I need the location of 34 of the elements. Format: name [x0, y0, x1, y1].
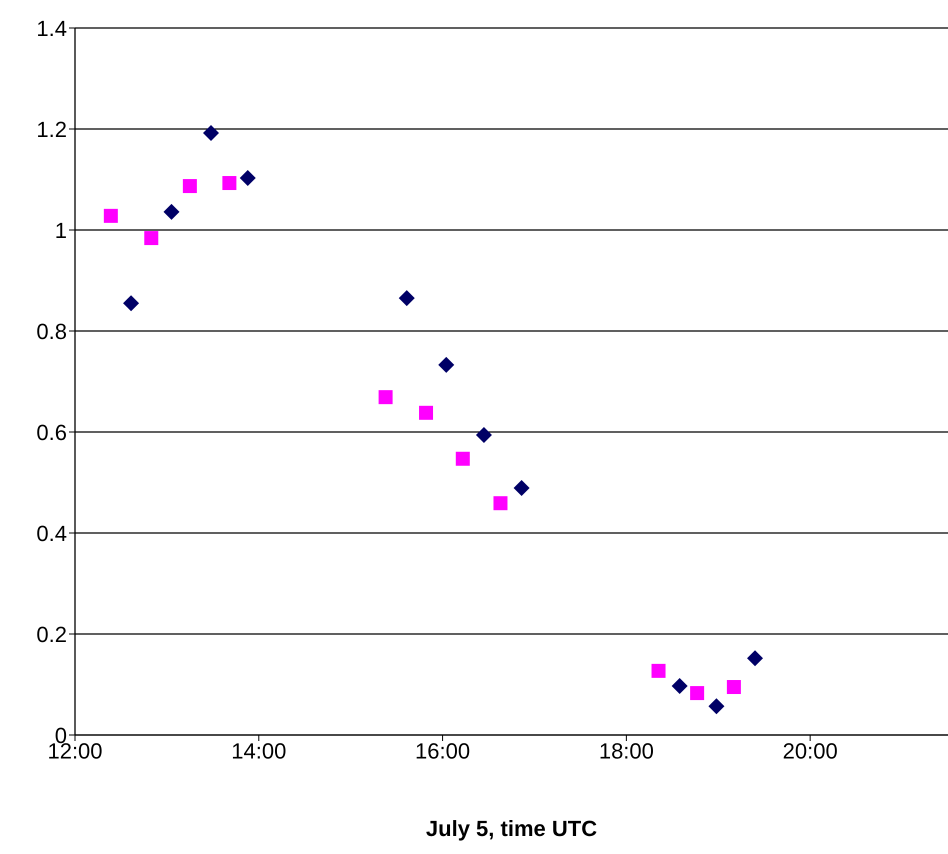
point: [182, 179, 197, 194]
point: [690, 686, 704, 700]
point: [726, 680, 741, 694]
point: [652, 664, 666, 678]
point: [438, 356, 454, 373]
y-tick-label: 0.2: [36, 622, 67, 647]
y-tick-label: 0.6: [36, 420, 67, 445]
y-tick-label: 1: [54, 218, 67, 243]
y-tick-label: 1.2: [36, 116, 67, 142]
point: [222, 176, 236, 190]
point: [672, 678, 688, 694]
point: [493, 496, 508, 510]
y-tick-label: 1.4: [36, 16, 67, 41]
x-tick-label: 14:00: [231, 738, 286, 764]
point: [378, 390, 393, 404]
point: [456, 452, 470, 466]
point: [747, 650, 764, 666]
point: [419, 406, 434, 420]
point: [123, 295, 140, 312]
point: [514, 480, 530, 496]
point: [398, 290, 415, 306]
point: [240, 170, 256, 186]
point: [144, 231, 158, 246]
point: [708, 698, 724, 714]
point: [163, 204, 180, 220]
point: [203, 125, 220, 142]
y-tick-label: 0.8: [36, 318, 67, 344]
point: [104, 208, 118, 223]
x-tick-label: 18:00: [598, 738, 654, 764]
x-axis-title: July 5, time UTC: [426, 816, 598, 841]
y-tick-label: 0.4: [36, 520, 67, 546]
x-tick-label: 20:00: [782, 738, 838, 764]
x-tick-label: 16:00: [415, 738, 470, 764]
point: [476, 427, 492, 444]
